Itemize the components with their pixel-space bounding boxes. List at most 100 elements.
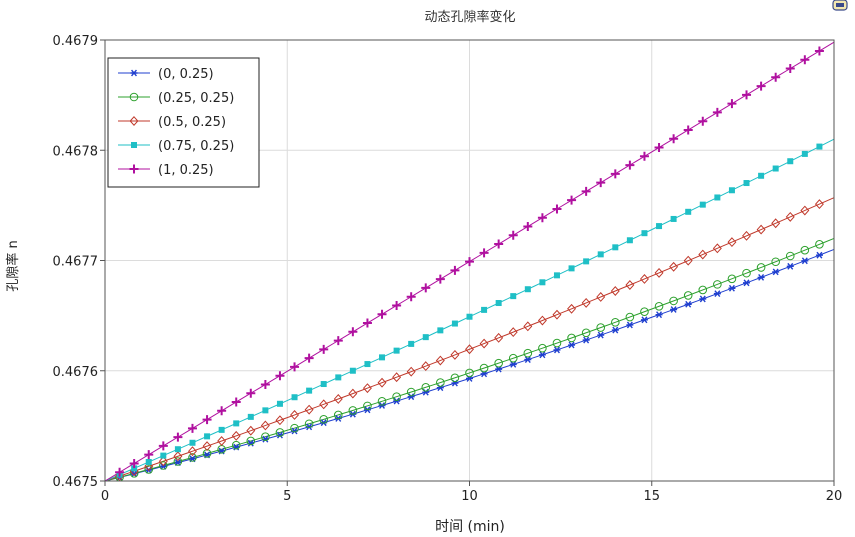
data-point-series-2 bbox=[538, 343, 547, 353]
data-point-series-5 bbox=[450, 265, 460, 275]
data-point-series-2 bbox=[508, 353, 518, 363]
data-point-series-3 bbox=[450, 349, 460, 360]
data-point-series-5 bbox=[290, 362, 300, 372]
data-point-series-5 bbox=[144, 450, 154, 460]
data-point-series-3 bbox=[421, 361, 431, 372]
data-point-series-3 bbox=[246, 425, 256, 436]
data-point-series-3 bbox=[304, 404, 314, 415]
data-point-series-1 bbox=[801, 257, 809, 265]
data-point-series-2 bbox=[275, 428, 285, 437]
data-point-series-4 bbox=[422, 334, 429, 341]
y-tick-label: 0.4679 bbox=[53, 34, 99, 49]
data-point-series-1 bbox=[728, 284, 736, 292]
data-point-series-3 bbox=[698, 249, 708, 260]
data-point-series-1 bbox=[568, 341, 576, 349]
data-point-series-5 bbox=[639, 151, 649, 161]
legend-label: (0.75, 0.25) bbox=[158, 139, 234, 154]
data-point-series-4 bbox=[204, 433, 211, 440]
data-point-series-4 bbox=[728, 187, 735, 194]
x-tick-label: 10 bbox=[461, 489, 478, 504]
data-point-series-1 bbox=[670, 306, 678, 313]
legend-entry: (0.25, 0.25) bbox=[118, 91, 234, 106]
data-point-series-5 bbox=[362, 318, 372, 328]
data-point-series-3 bbox=[435, 355, 445, 366]
data-point-series-2 bbox=[669, 296, 678, 306]
data-point-series-5 bbox=[508, 230, 518, 240]
data-point-series-4 bbox=[218, 426, 225, 433]
legend-entry: (1, 0.25) bbox=[118, 163, 214, 178]
data-point-series-4 bbox=[247, 413, 254, 420]
data-point-series-4 bbox=[276, 400, 283, 407]
data-point-series-2 bbox=[640, 307, 649, 316]
data-point-series-4 bbox=[320, 381, 327, 388]
data-point-series-3 bbox=[537, 315, 547, 326]
x-tick-label: 5 bbox=[283, 489, 291, 504]
data-point-series-1 bbox=[757, 273, 765, 281]
data-point-series-2 bbox=[479, 363, 489, 373]
data-point-series-3 bbox=[727, 237, 737, 248]
data-point-series-3 bbox=[290, 410, 300, 420]
data-point-series-5 bbox=[275, 371, 285, 381]
data-point-series-1 bbox=[553, 346, 561, 354]
legend-entry: (0.5, 0.25) bbox=[118, 115, 226, 130]
legend-marker bbox=[129, 164, 139, 174]
data-point-series-3 bbox=[392, 372, 402, 383]
data-point-series-3 bbox=[333, 394, 343, 404]
data-point-series-1 bbox=[597, 331, 605, 339]
data-point-series-2 bbox=[581, 328, 591, 338]
data-point-series-5 bbox=[610, 169, 620, 179]
data-point-series-1 bbox=[538, 351, 546, 359]
data-point-series-4 bbox=[787, 158, 794, 165]
data-point-series-1 bbox=[699, 295, 707, 303]
data-point-series-3 bbox=[275, 415, 285, 426]
data-point-series-3 bbox=[742, 230, 751, 241]
data-point-series-3 bbox=[158, 456, 168, 467]
data-point-series-3 bbox=[217, 436, 227, 446]
data-point-series-1 bbox=[422, 388, 430, 396]
data-point-series-2 bbox=[727, 274, 737, 284]
data-point-series-2 bbox=[611, 318, 620, 327]
x-tick-label: 15 bbox=[643, 489, 660, 504]
data-point-series-3 bbox=[465, 344, 474, 355]
data-point-series-5 bbox=[581, 186, 591, 196]
toolbar-icon[interactable] bbox=[832, 0, 848, 12]
data-point-series-3 bbox=[202, 441, 212, 452]
data-point-series-1 bbox=[786, 262, 794, 270]
data-point-series-4 bbox=[612, 244, 619, 251]
data-point-series-5 bbox=[392, 300, 402, 310]
data-point-series-5 bbox=[202, 415, 212, 425]
data-point-series-2 bbox=[654, 302, 664, 311]
data-point-series-2 bbox=[304, 419, 314, 429]
data-point-series-5 bbox=[785, 64, 795, 74]
data-point-series-1 bbox=[509, 360, 517, 368]
x-tick-label: 20 bbox=[826, 489, 843, 504]
data-point-series-3 bbox=[567, 303, 577, 314]
data-point-series-2 bbox=[552, 338, 562, 348]
data-point-series-4 bbox=[451, 320, 458, 327]
data-point-series-5 bbox=[698, 116, 708, 126]
data-point-series-5 bbox=[406, 292, 416, 302]
data-point-series-3 bbox=[654, 267, 664, 278]
data-point-series-2 bbox=[713, 280, 722, 289]
data-point-series-2 bbox=[377, 396, 387, 406]
data-point-series-4 bbox=[437, 327, 444, 334]
data-point-series-5 bbox=[712, 107, 722, 117]
data-point-series-4 bbox=[131, 465, 138, 472]
y-axis-ticks: 0.4675 0.4676 0.4677 0.4678 0.4679 bbox=[53, 34, 105, 490]
data-point-series-2 bbox=[436, 378, 445, 387]
data-point-series-4 bbox=[145, 458, 152, 465]
data-point-series-2 bbox=[800, 245, 810, 255]
data-point-series-5 bbox=[727, 99, 737, 109]
data-point-series-1 bbox=[640, 316, 648, 324]
data-point-series-1 bbox=[130, 470, 138, 478]
data-point-series-1 bbox=[626, 321, 634, 329]
data-point-series-5 bbox=[567, 195, 577, 205]
data-point-series-5 bbox=[435, 274, 445, 284]
x-tick-label: 0 bbox=[101, 489, 109, 504]
data-point-series-2 bbox=[465, 368, 474, 378]
data-point-series-1 bbox=[393, 397, 401, 405]
data-point-series-2 bbox=[450, 373, 460, 383]
data-point-series-5 bbox=[683, 125, 693, 135]
data-point-series-3 bbox=[814, 199, 824, 210]
data-point-series-5 bbox=[187, 423, 197, 433]
